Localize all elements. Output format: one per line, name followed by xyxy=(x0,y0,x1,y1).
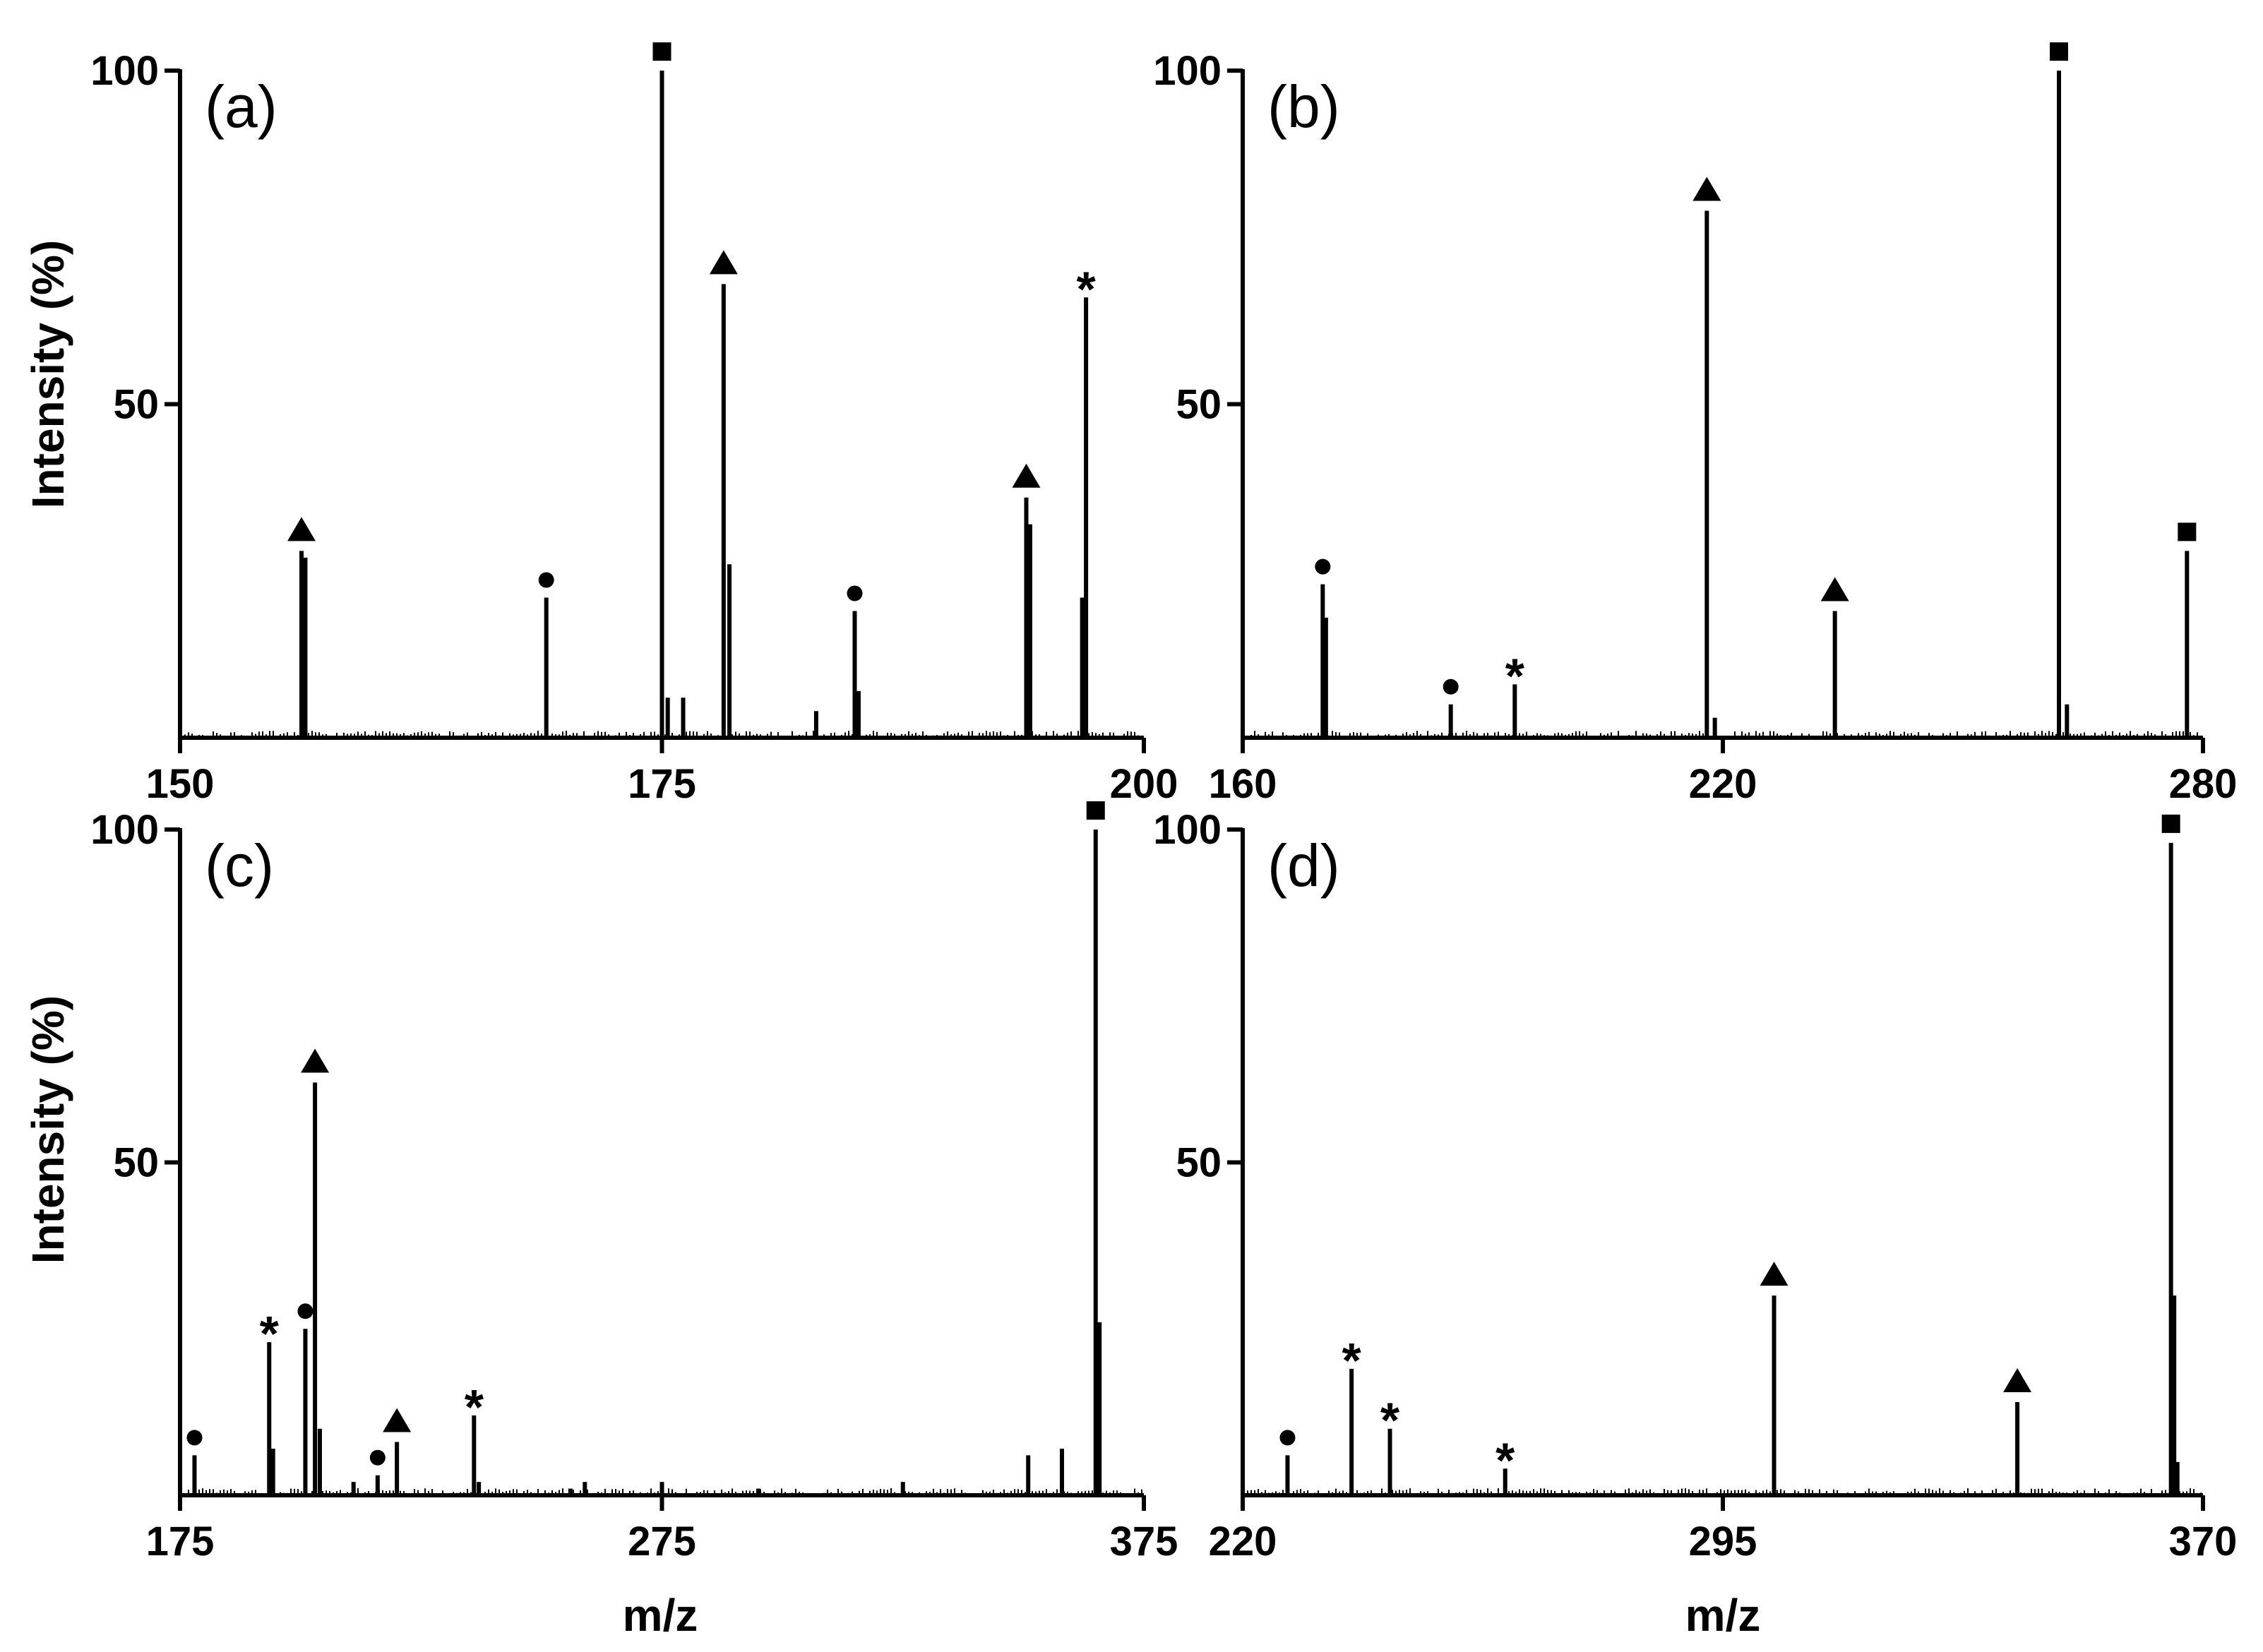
circle-marker xyxy=(847,585,863,601)
x-tick-label: 375 xyxy=(1110,1519,1178,1564)
y-tick-label: 50 xyxy=(1176,1140,1222,1186)
panel-label: (d) xyxy=(1267,832,1340,899)
x-axis-title-right: m/z xyxy=(1685,1590,1761,1641)
circle-marker xyxy=(186,1430,203,1446)
x-tick-label: 175 xyxy=(628,761,696,807)
y-tick-label: 50 xyxy=(113,382,159,428)
x-axis-title-left: m/z xyxy=(623,1590,698,1641)
circle-marker xyxy=(1315,558,1331,575)
x-tick-label: 200 xyxy=(1110,761,1178,807)
x-tick-label: 280 xyxy=(2169,761,2238,807)
triangle-marker xyxy=(709,250,738,275)
circle-marker xyxy=(297,1303,314,1319)
square-marker xyxy=(2178,522,2197,541)
y-tick-label: 50 xyxy=(113,1140,159,1186)
panel-label: (a) xyxy=(205,73,277,140)
circle-marker xyxy=(1279,1430,1296,1446)
asterisk-marker: * xyxy=(260,1306,280,1361)
x-tick-label: 220 xyxy=(1689,761,1757,807)
triangle-marker xyxy=(287,517,316,541)
panel-b: 50 100 160 220 280 (b) * xyxy=(1153,42,2237,807)
y-tick-label: 100 xyxy=(90,807,159,853)
triangle-marker xyxy=(1760,1262,1789,1286)
square-marker xyxy=(2050,42,2068,61)
panel-c: 50 100 175 275 375 (c) * * xyxy=(90,801,1178,1564)
panel-a: 50 100 150 175 200 (a) * xyxy=(90,42,1178,807)
y-axis-title-bottom: Intensity (%) xyxy=(23,995,73,1264)
panel-d: 50 100 220 295 370 (d) * * * xyxy=(1153,807,2237,1564)
asterisk-marker: * xyxy=(1495,1432,1515,1488)
panel-label: (c) xyxy=(205,832,274,899)
triangle-marker xyxy=(383,1408,412,1432)
x-tick-label: 220 xyxy=(1209,1519,1277,1564)
y-tick-label: 100 xyxy=(90,48,159,94)
square-marker xyxy=(652,42,671,61)
x-tick-label: 175 xyxy=(146,1519,215,1564)
x-tick-label: 150 xyxy=(146,761,215,807)
triangle-marker xyxy=(2003,1367,2032,1392)
asterisk-marker: * xyxy=(1380,1393,1400,1448)
asterisk-marker: * xyxy=(1505,648,1525,703)
square-marker xyxy=(1086,801,1105,820)
x-tick-label: 160 xyxy=(1209,761,1277,807)
circle-marker xyxy=(538,572,554,588)
triangle-marker xyxy=(1820,577,1849,601)
asterisk-marker: * xyxy=(465,1379,484,1435)
y-tick-label: 100 xyxy=(1153,48,1222,94)
triangle-marker xyxy=(301,1048,330,1073)
x-tick-label: 275 xyxy=(628,1519,696,1564)
triangle-marker xyxy=(1692,176,1721,201)
y-axis-title-top: Intensity (%) xyxy=(23,240,73,508)
asterisk-marker: * xyxy=(1076,261,1096,316)
circle-marker xyxy=(1443,678,1459,695)
y-tick-label: 100 xyxy=(1153,807,1222,853)
triangle-marker xyxy=(1012,463,1041,488)
y-tick-label: 50 xyxy=(1176,382,1222,428)
square-marker xyxy=(2161,814,2180,833)
x-tick-label: 370 xyxy=(2169,1519,2238,1564)
asterisk-marker: * xyxy=(1342,1333,1362,1388)
panel-label: (b) xyxy=(1267,73,1340,140)
circle-marker xyxy=(369,1449,386,1466)
x-tick-label: 295 xyxy=(1689,1519,1757,1564)
